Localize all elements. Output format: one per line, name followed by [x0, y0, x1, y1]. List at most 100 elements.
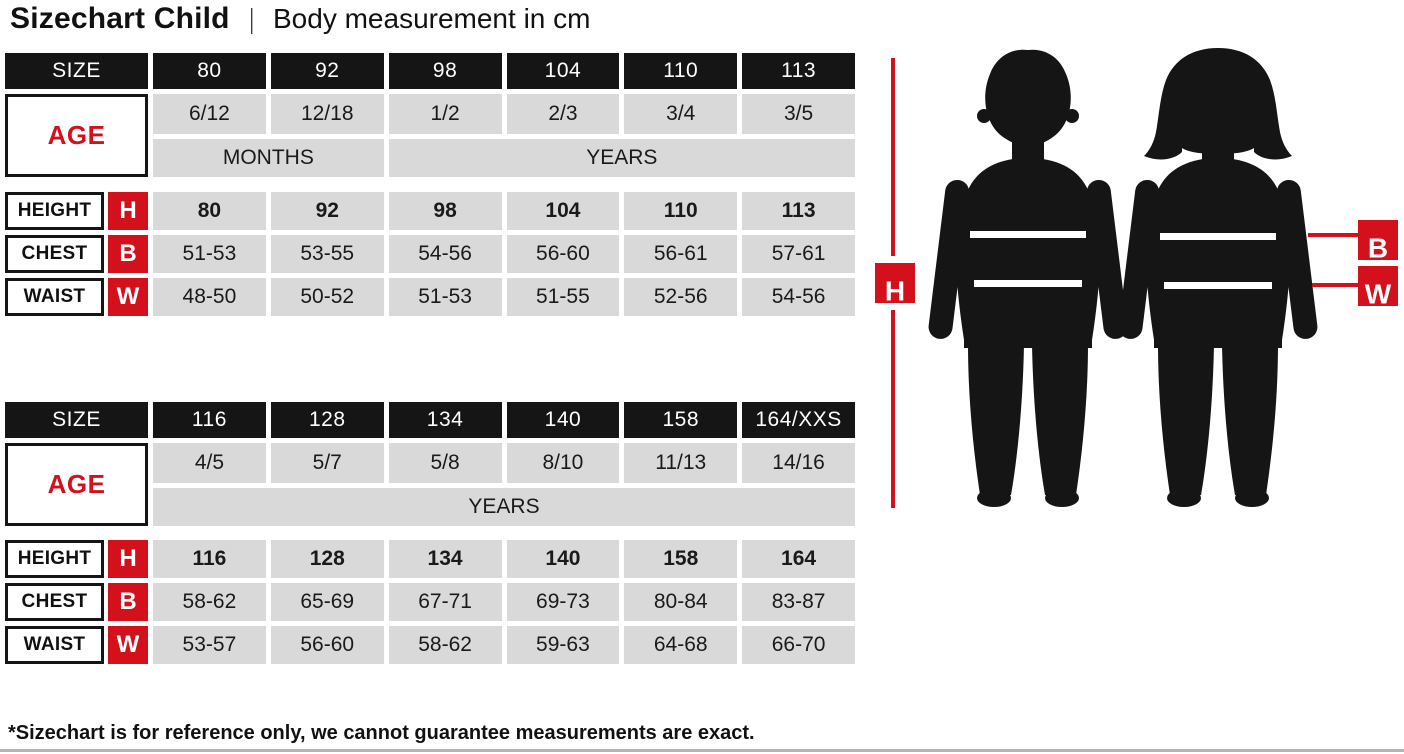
age-unit-cell: YEARS — [388, 139, 855, 177]
measure-name: CHEST — [5, 235, 104, 273]
value-cell: 57-61 — [742, 235, 855, 273]
measure-row-label: CHEST B — [5, 235, 148, 273]
bottom-divider — [0, 749, 1404, 752]
boy-chest-line — [970, 231, 1086, 238]
value-cell: 140 — [506, 540, 620, 578]
size-header-cell: 104 — [506, 53, 620, 89]
value-cell: 54-56 — [388, 235, 502, 273]
size-header-cell: 80 — [153, 53, 266, 89]
value-cell: 110 — [624, 192, 738, 230]
age-label-box: AGE — [5, 443, 148, 526]
height-label-box: H — [875, 263, 915, 306]
value-cell: 67-71 — [388, 583, 502, 621]
value-cell: 52-56 — [624, 278, 738, 316]
measure-row-label: CHEST B — [5, 583, 148, 621]
value-cell: 98 — [388, 192, 502, 230]
girl-chest-line — [1160, 233, 1276, 240]
age-cell: 6/12 — [153, 94, 266, 134]
measure-name: WAIST — [5, 626, 104, 664]
value-cell: 80-84 — [624, 583, 738, 621]
size-header-label: SIZE — [5, 402, 148, 438]
age-cell: 2/3 — [506, 94, 620, 134]
value-cell: 53-55 — [270, 235, 384, 273]
value-cell: 56-60 — [506, 235, 620, 273]
page-title: Sizechart Child | Body measurement in cm — [10, 2, 590, 36]
value-cell: 58-62 — [388, 626, 502, 664]
measure-letter-badge: B — [108, 583, 148, 621]
measure-letter-badge: H — [108, 192, 148, 230]
value-cell: 134 — [388, 540, 502, 578]
size-header-cell: 128 — [270, 402, 384, 438]
age-cell: 11/13 — [624, 443, 738, 483]
measure-letter-badge: W — [108, 626, 148, 664]
size-table-large-measurements: HEIGHT H 116 128 134 140 158 164 CHEST B 58-62 65-6… — [5, 540, 855, 664]
size-header-cell: 113 — [742, 53, 855, 89]
measure-row-label: HEIGHT H — [5, 540, 148, 578]
value-cell: 56-61 — [624, 235, 738, 273]
measure-name: CHEST — [5, 583, 104, 621]
size-table-small-header: SIZE 80 92 98 104 110 113 AGE 6/12 12/18 1/2 2/3 3/4… — [5, 53, 855, 177]
boy-silhouette-icon — [928, 49, 1128, 507]
value-cell: 64-68 — [624, 626, 738, 664]
age-cell: 3/4 — [624, 94, 738, 134]
measure-letter-badge: W — [108, 278, 148, 316]
value-cell: 59-63 — [506, 626, 620, 664]
value-cell: 116 — [153, 540, 266, 578]
size-header-cell: 110 — [624, 53, 738, 89]
value-cell: 66-70 — [742, 626, 855, 664]
value-cell: 164 — [742, 540, 855, 578]
value-cell: 51-53 — [153, 235, 266, 273]
value-cell: 80 — [153, 192, 266, 230]
age-cell: 1/2 — [388, 94, 502, 134]
age-cell: 5/8 — [388, 443, 502, 483]
size-header-cell: 158 — [624, 402, 738, 438]
body-measurement-diagram: H — [875, 48, 1398, 508]
size-table-large-header: SIZE 116 128 134 140 158 164/XXS AGE 4/5 5/7 5/8 8/… — [5, 402, 855, 526]
value-cell: 92 — [270, 192, 384, 230]
measure-row-label: HEIGHT H — [5, 192, 148, 230]
waist-indicator-line — [1312, 283, 1358, 287]
value-cell: 58-62 — [153, 583, 266, 621]
value-cell: 104 — [506, 192, 620, 230]
measure-name: WAIST — [5, 278, 104, 316]
title-main: Sizechart Child — [10, 2, 230, 35]
girl-waist-line — [1164, 282, 1272, 289]
age-cell: 5/7 — [270, 443, 384, 483]
value-cell: 50-52 — [270, 278, 384, 316]
value-cell: 48-50 — [153, 278, 266, 316]
value-cell: 51-55 — [506, 278, 620, 316]
age-cell: 3/5 — [742, 94, 855, 134]
value-cell: 65-69 — [270, 583, 384, 621]
size-header-cell: 98 — [388, 53, 502, 89]
chest-label-box: B — [1358, 220, 1398, 263]
disclaimer-note: *Sizechart is for reference only, we can… — [8, 722, 755, 744]
measure-row-label: WAIST W — [5, 626, 148, 664]
size-header-label: SIZE — [5, 53, 148, 89]
chest-indicator-line — [1308, 233, 1358, 237]
waist-letter: W — [1365, 278, 1392, 309]
height-indicator-line — [891, 58, 895, 508]
size-header-cell: 164/XXS — [742, 402, 855, 438]
size-table-small-measurements: HEIGHT H 80 92 98 104 110 113 CHEST B 51-53 53-55 54… — [5, 192, 855, 316]
size-header-cell: 116 — [153, 402, 266, 438]
age-label-box: AGE — [5, 94, 148, 177]
measure-letter-badge: H — [108, 540, 148, 578]
age-cell: 8/10 — [506, 443, 620, 483]
size-header-cell: 140 — [506, 402, 620, 438]
chest-letter: B — [1368, 232, 1388, 263]
waist-label-box: W — [1358, 266, 1398, 309]
title-separator: | — [249, 3, 254, 34]
age-cell: 4/5 — [153, 443, 266, 483]
value-cell: 83-87 — [742, 583, 855, 621]
value-cell: 158 — [624, 540, 738, 578]
age-unit-cell: MONTHS — [153, 139, 384, 177]
title-subtitle: Body measurement in cm — [273, 3, 591, 34]
value-cell: 128 — [270, 540, 384, 578]
age-unit-cell: YEARS — [153, 488, 855, 526]
size-header-cell: 134 — [388, 402, 502, 438]
value-cell: 51-53 — [388, 278, 502, 316]
measure-row-label: WAIST W — [5, 278, 148, 316]
value-cell: 53-57 — [153, 626, 266, 664]
height-letter: H — [885, 275, 905, 306]
